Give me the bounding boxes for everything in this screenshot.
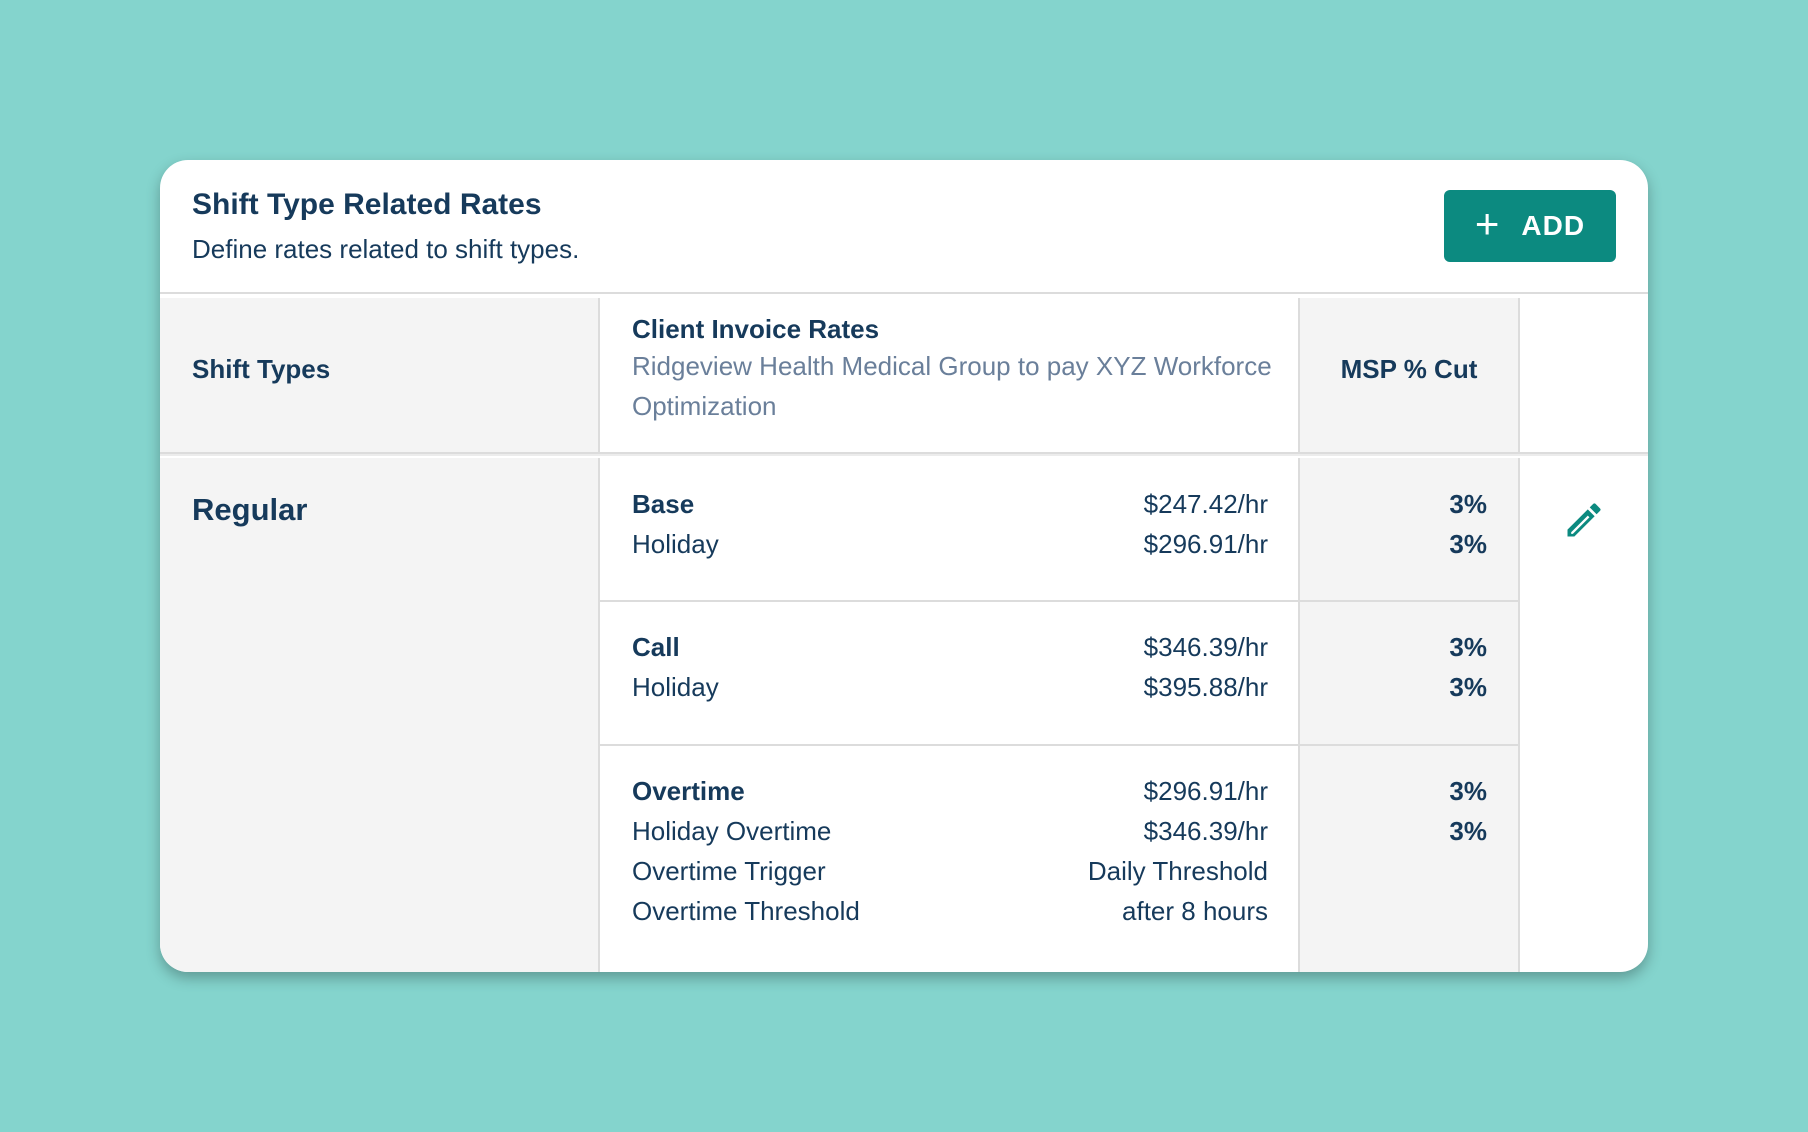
rate-name: Overtime Threshold (632, 895, 860, 926)
rate-value: $346.39/hr (1143, 815, 1268, 846)
rate-name: Overtime (632, 775, 745, 806)
invoice-rates-cell: Base $247.42/hr Holiday $296.91/hr Call … (600, 458, 1300, 972)
rate-line: Base $247.42/hr (632, 484, 1268, 524)
rate-name: Holiday (632, 671, 719, 702)
pencil-icon (1567, 503, 1601, 537)
rate-value: $247.42/hr (1143, 488, 1268, 519)
msp-value: 3% (1449, 815, 1487, 846)
rate-line: Holiday $296.91/hr (632, 524, 1268, 564)
rates-table: Shift Types Client Invoice Rates Ridgevi… (160, 298, 1648, 972)
rate-value: after 8 hours (1122, 895, 1268, 926)
card-subtitle: Define rates related to shift types. (192, 234, 580, 264)
table-header-row: Shift Types Client Invoice Rates Ridgevi… (160, 298, 1648, 454)
actions-cell (1520, 458, 1648, 972)
msp-cut-cell: 3% 3% 3% 3% 3% 3% (1300, 458, 1518, 972)
edit-button[interactable] (1562, 498, 1606, 542)
rate-value: $346.39/hr (1143, 631, 1268, 662)
rate-group-base: Base $247.42/hr Holiday $296.91/hr (600, 458, 1300, 600)
rate-line: Holiday Overtime $346.39/hr (632, 811, 1268, 851)
rate-group-overtime: Overtime $296.91/hr Holiday Overtime $34… (600, 746, 1300, 972)
rate-line: Call $346.39/hr (632, 627, 1268, 667)
msp-value: 3% (1449, 488, 1487, 519)
rate-line: Overtime $296.91/hr (632, 771, 1268, 811)
card-title: Shift Type Related Rates (192, 188, 542, 221)
msp-value: 3% (1449, 671, 1487, 702)
rate-line: Holiday $395.88/hr (632, 667, 1268, 707)
header-cell-msp: MSP % Cut (1300, 298, 1518, 452)
msp-value: 3% (1449, 631, 1487, 662)
shift-type-label: Regular (192, 492, 308, 527)
rate-line: Overtime Trigger Daily Threshold (632, 851, 1268, 891)
rate-line: Overtime Threshold after 8 hours (632, 891, 1268, 931)
rate-name: Holiday (632, 528, 719, 559)
column-header-client-invoice-rates: Client Invoice Rates (632, 314, 880, 344)
add-button[interactable]: + ADD (1444, 190, 1616, 262)
add-button-label: ADD (1521, 210, 1586, 241)
shift-rates-card: Shift Type Related Rates Define rates re… (160, 160, 1648, 972)
header-cell-shift-types: Shift Types (160, 298, 598, 452)
card-header: Shift Type Related Rates Define rates re… (160, 160, 1648, 294)
rate-value: $395.88/hr (1143, 671, 1268, 702)
column-header-shift-types: Shift Types (192, 354, 331, 384)
rate-name: Base (632, 488, 695, 519)
shift-type-cell: Regular (160, 458, 598, 972)
rate-group-call: Call $346.39/hr Holiday $395.88/hr (600, 602, 1300, 744)
msp-value: 3% (1449, 775, 1487, 806)
rate-name: Overtime Trigger (632, 855, 826, 886)
rate-value: $296.91/hr (1143, 775, 1268, 806)
rate-value: Daily Threshold (1087, 855, 1268, 886)
rate-value: $296.91/hr (1143, 528, 1268, 559)
msp-value: 3% (1449, 528, 1487, 559)
column-header-msp-cut: MSP % Cut (1340, 354, 1478, 384)
plus-icon: + (1474, 200, 1500, 247)
header-cell-client-invoice: Client Invoice Rates Ridgeview Health Me… (600, 298, 1300, 452)
column-subheader-client-invoice: Ridgeview Health Medical Group to pay XY… (632, 351, 1272, 421)
rate-name: Call (632, 631, 680, 662)
rate-name: Holiday Overtime (632, 815, 832, 846)
